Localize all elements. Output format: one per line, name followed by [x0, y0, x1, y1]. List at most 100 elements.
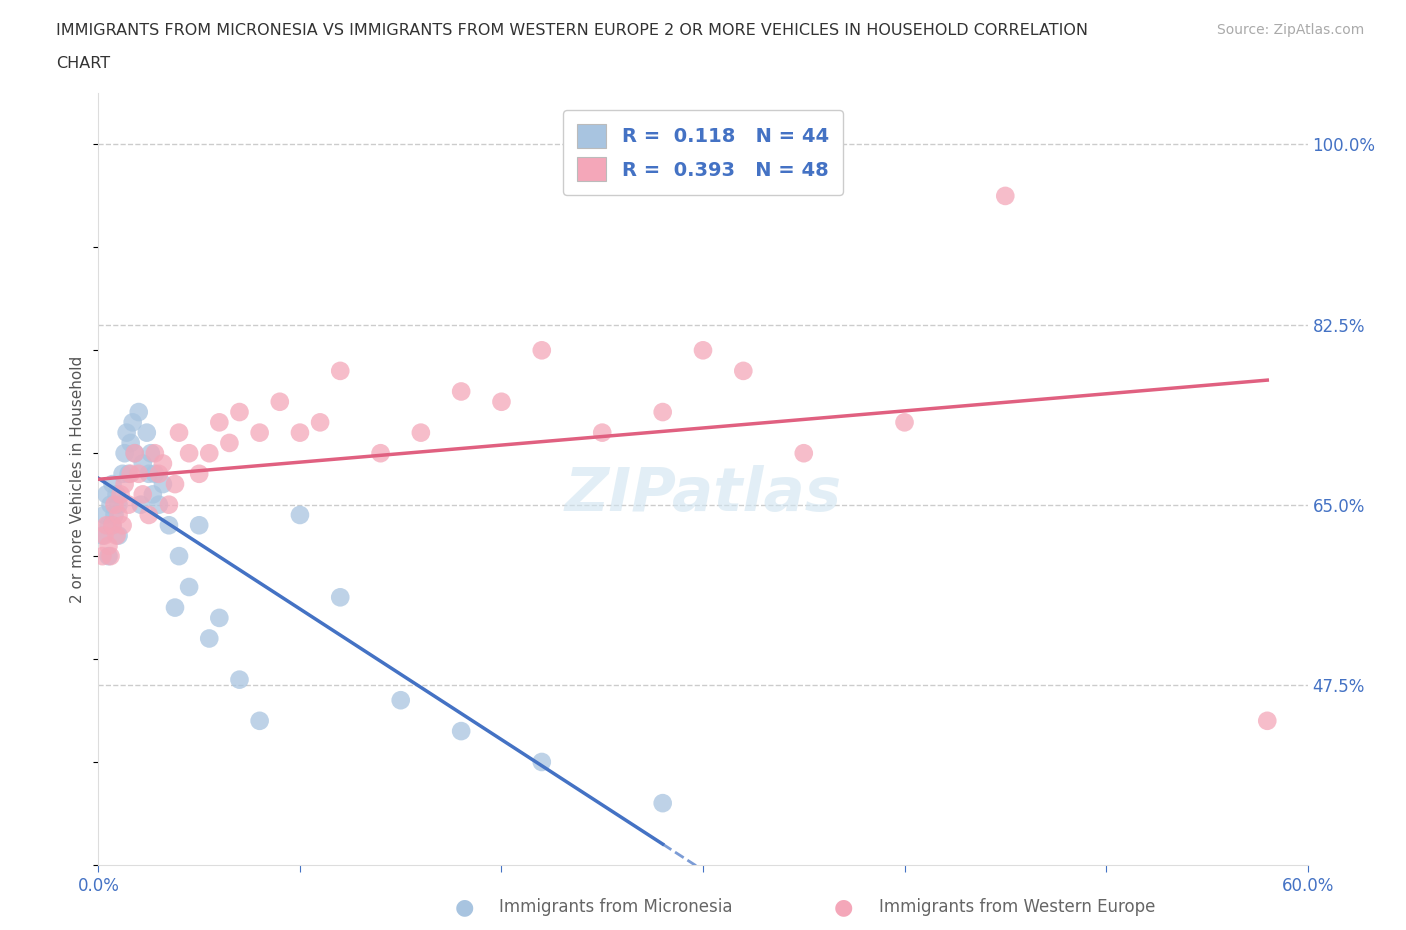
Point: [103, 508, 125, 523]
Point: [105, 487, 128, 502]
Point: [121, 415, 143, 430]
Point: [118, 466, 141, 481]
Point: [103, 498, 125, 512]
Y-axis label: 2 or more Vehicles in Household: 2 or more Vehicles in Household: [70, 355, 86, 603]
Point: [249, 713, 271, 728]
Point: [450, 724, 472, 738]
Point: [218, 435, 240, 450]
Point: [228, 405, 250, 419]
Point: [148, 498, 170, 512]
Point: [249, 425, 271, 440]
Point: [91, 528, 114, 543]
Point: [128, 405, 150, 419]
Text: Immigrants from Western Europe: Immigrants from Western Europe: [879, 897, 1156, 916]
Point: [114, 445, 136, 460]
Point: [530, 754, 553, 769]
Point: [450, 384, 472, 399]
Point: [591, 425, 613, 440]
Point: [692, 343, 714, 358]
Point: [118, 498, 141, 512]
Point: [491, 394, 513, 409]
Point: [370, 445, 392, 460]
Point: [124, 445, 146, 460]
Point: [157, 498, 180, 512]
Point: [101, 518, 124, 533]
Point: [179, 579, 201, 594]
Point: [329, 364, 352, 379]
Point: [114, 477, 136, 492]
Point: [228, 672, 250, 687]
Point: [132, 456, 155, 471]
Point: [139, 445, 162, 460]
Point: [198, 445, 221, 460]
Point: [188, 466, 211, 481]
Text: ZIPatlas: ZIPatlas: [564, 465, 842, 524]
Point: [994, 189, 1017, 204]
Text: Immigrants from Micronesia: Immigrants from Micronesia: [499, 897, 733, 916]
Point: [288, 508, 311, 523]
Point: [107, 498, 129, 512]
Point: [167, 425, 190, 440]
Text: CHART: CHART: [56, 56, 110, 71]
Point: [93, 508, 115, 523]
Point: [115, 425, 138, 440]
Point: [111, 466, 134, 481]
Point: [97, 549, 120, 564]
Point: [138, 466, 160, 481]
Point: [96, 518, 118, 533]
Point: [135, 425, 157, 440]
Point: [97, 518, 120, 533]
Point: [111, 518, 134, 533]
Point: [101, 518, 124, 533]
Point: [288, 425, 311, 440]
Point: [105, 528, 128, 543]
Point: [409, 425, 432, 440]
Point: [198, 631, 221, 646]
Point: [101, 477, 124, 492]
Point: [309, 415, 332, 430]
Point: [269, 394, 291, 409]
Point: [651, 796, 673, 811]
Point: [110, 487, 132, 502]
Point: [793, 445, 815, 460]
Point: [129, 498, 152, 512]
Point: [148, 466, 170, 481]
Point: [100, 549, 122, 564]
Point: [530, 343, 553, 358]
Point: [208, 610, 231, 625]
Point: [142, 487, 165, 502]
Point: [157, 518, 180, 533]
Point: [733, 364, 755, 379]
Point: [96, 487, 118, 502]
Text: IMMIGRANTS FROM MICRONESIA VS IMMIGRANTS FROM WESTERN EUROPE 2 OR MORE VEHICLES : IMMIGRANTS FROM MICRONESIA VS IMMIGRANTS…: [56, 23, 1088, 38]
Point: [893, 415, 915, 430]
Point: [138, 508, 160, 523]
Text: Source: ZipAtlas.com: Source: ZipAtlas.com: [1216, 23, 1364, 37]
Point: [208, 415, 231, 430]
Point: [152, 456, 174, 471]
Point: [329, 590, 352, 604]
Point: [97, 538, 120, 553]
Point: [143, 466, 166, 481]
Point: [163, 600, 186, 615]
Point: [1256, 713, 1278, 728]
Point: [651, 405, 673, 419]
Point: [124, 445, 146, 460]
Point: [167, 549, 190, 564]
Point: [120, 435, 142, 450]
Point: [120, 466, 142, 481]
Point: [100, 498, 122, 512]
Point: [107, 528, 129, 543]
Point: [143, 445, 166, 460]
Point: [179, 445, 201, 460]
Point: [93, 528, 115, 543]
Point: [91, 549, 114, 564]
Text: ●: ●: [454, 897, 474, 917]
Point: [389, 693, 412, 708]
Text: ●: ●: [834, 897, 853, 917]
Point: [152, 477, 174, 492]
Point: [128, 466, 150, 481]
Point: [188, 518, 211, 533]
Point: [163, 477, 186, 492]
Legend: R =  0.118   N = 44, R =  0.393   N = 48: R = 0.118 N = 44, R = 0.393 N = 48: [564, 111, 842, 194]
